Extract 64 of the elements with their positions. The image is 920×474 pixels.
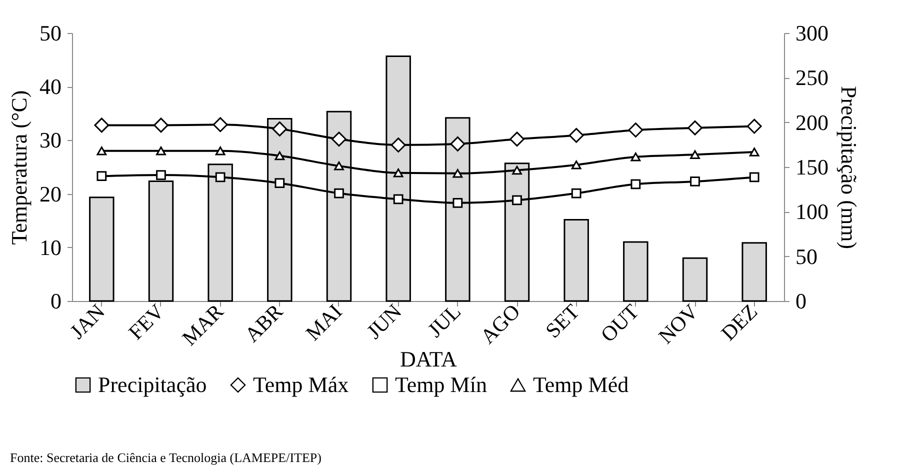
- bar: [682, 257, 708, 302]
- bar: [89, 196, 114, 302]
- point: [332, 132, 346, 147]
- point: [690, 176, 700, 186]
- bar: [742, 242, 767, 302]
- y-tick-label: 30: [40, 128, 62, 153]
- y2-tick-label: 150: [796, 154, 828, 180]
- point: [512, 195, 522, 206]
- point: [215, 146, 226, 156]
- point: [156, 170, 166, 180]
- y2-tick-label: 0: [796, 288, 806, 314]
- point: [746, 118, 762, 134]
- point: [628, 122, 644, 138]
- point: [452, 198, 463, 208]
- point: [568, 128, 584, 143]
- y-tick-label: 10: [40, 234, 62, 260]
- y-axis-title: Temperatura (°C): [6, 90, 32, 245]
- point: [571, 160, 582, 170]
- point: [393, 194, 404, 204]
- y2-tick-label: 250: [796, 65, 828, 90]
- point: [393, 168, 404, 178]
- y2-tick-label: 50: [796, 244, 818, 269]
- legend-label: Temp Méd: [533, 372, 629, 397]
- point: [334, 188, 344, 198]
- y2-tick-label: 300: [796, 20, 828, 46]
- point: [156, 146, 166, 156]
- point: [452, 169, 463, 178]
- point: [334, 162, 344, 170]
- bar: [623, 241, 648, 302]
- y2-tick-label: 100: [796, 199, 828, 224]
- y2-tick-label: 200: [796, 110, 828, 135]
- point: [630, 179, 641, 190]
- y-tick-label: 40: [40, 74, 62, 100]
- y2-axis-title: Precipitação (mm): [836, 86, 862, 250]
- x-axis-title: DATA: [400, 346, 458, 372]
- point: [512, 166, 522, 175]
- legend-label: Temp Máx: [253, 372, 349, 397]
- point: [510, 132, 524, 147]
- x-tick-label: SET: [540, 299, 584, 343]
- x-tick-label: JUL: [422, 299, 466, 342]
- point: [154, 118, 168, 133]
- point: [390, 138, 406, 152]
- point: [96, 146, 107, 156]
- legend-label: Temp Mín: [395, 372, 487, 397]
- point: [274, 151, 285, 160]
- point: [688, 120, 702, 136]
- point: [94, 118, 110, 133]
- point: [212, 117, 228, 132]
- point: [630, 152, 641, 162]
- y-tick-label: 50: [40, 20, 62, 46]
- legend-label: Precipitação: [98, 372, 207, 397]
- point: [272, 121, 288, 136]
- bar: [564, 218, 589, 302]
- point: [690, 150, 700, 160]
- point: [749, 148, 760, 156]
- y-tick-label: 0: [50, 288, 62, 314]
- point: [571, 188, 582, 198]
- point: [274, 178, 285, 188]
- point: [450, 136, 466, 152]
- point: [749, 172, 760, 182]
- point: [96, 171, 107, 182]
- source-note: Fonte: Secretaria de Ciência e Tecnologia (LAMEPE/ITEP): [10, 450, 322, 466]
- y-tick-label: 20: [40, 181, 62, 206]
- point: [215, 172, 226, 182]
